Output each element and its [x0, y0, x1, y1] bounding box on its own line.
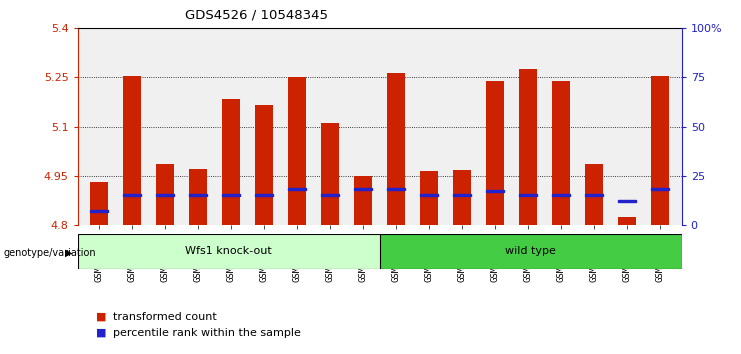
Bar — [420, 194, 439, 196]
Bar — [453, 194, 471, 196]
Bar — [453, 170, 471, 225]
Text: ■: ■ — [96, 328, 107, 338]
Bar — [519, 194, 537, 196]
Bar — [189, 169, 207, 225]
Text: GDS4526 / 10548345: GDS4526 / 10548345 — [185, 9, 328, 22]
Bar — [354, 176, 372, 225]
Bar — [255, 194, 273, 196]
Bar — [388, 188, 405, 190]
Bar — [618, 200, 637, 202]
Bar — [354, 188, 372, 190]
Bar — [222, 194, 240, 196]
Bar — [388, 73, 405, 225]
Bar — [156, 194, 174, 196]
Bar — [189, 194, 207, 196]
Bar — [585, 164, 603, 225]
Bar — [321, 123, 339, 225]
Text: wild type: wild type — [505, 246, 556, 256]
Bar — [379, 234, 682, 269]
Bar — [288, 78, 306, 225]
Text: Wfs1 knock-out: Wfs1 knock-out — [185, 246, 272, 256]
Bar — [651, 188, 669, 190]
Bar — [321, 194, 339, 196]
Bar — [288, 188, 306, 190]
Bar — [486, 81, 505, 225]
Bar — [78, 234, 379, 269]
Text: ▶: ▶ — [65, 248, 73, 258]
Bar — [90, 182, 108, 225]
Text: transformed count: transformed count — [113, 312, 216, 322]
Bar — [651, 76, 669, 225]
Bar — [420, 171, 439, 225]
Bar — [222, 99, 240, 225]
Text: genotype/variation: genotype/variation — [4, 248, 96, 258]
Text: percentile rank within the sample: percentile rank within the sample — [113, 328, 301, 338]
Bar — [255, 105, 273, 225]
Bar — [552, 81, 571, 225]
Bar — [552, 194, 571, 196]
Bar — [585, 194, 603, 196]
Bar — [156, 164, 174, 225]
Bar — [618, 217, 637, 225]
Bar — [123, 194, 142, 196]
Bar — [90, 210, 108, 212]
Bar — [123, 76, 142, 225]
Bar — [519, 69, 537, 225]
Bar — [486, 190, 505, 192]
Text: ■: ■ — [96, 312, 107, 322]
